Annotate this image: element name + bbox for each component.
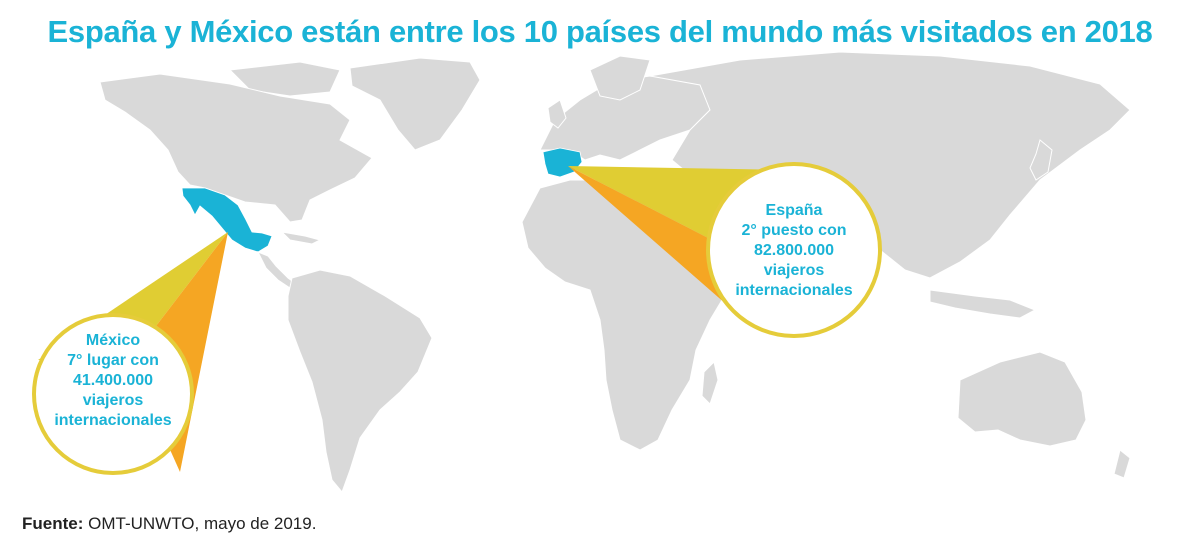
landmass-south-america bbox=[287, 269, 433, 493]
source-text: OMT-UNWTO, mayo de 2019. bbox=[83, 514, 317, 533]
spain-rank-label: 2° puesto con bbox=[741, 222, 847, 239]
landmass-asia bbox=[649, 51, 1131, 279]
mexico-unit-line2: internacionales bbox=[54, 412, 172, 429]
landmass-north-america bbox=[99, 73, 373, 223]
mexico-unit-line1: viajeros bbox=[82, 392, 144, 409]
spain-callout-circle bbox=[706, 162, 882, 338]
spain-callout-cone-dark bbox=[568, 166, 742, 318]
landmass-japan bbox=[1029, 139, 1053, 181]
landmass-madagascar bbox=[701, 361, 719, 405]
spain-country-label: España bbox=[765, 202, 823, 219]
landmass-new-zealand bbox=[1113, 449, 1131, 479]
spain-visitors-value: 82.800.000 bbox=[753, 242, 835, 259]
landmass-scandinavia bbox=[589, 55, 651, 101]
spain-unit-line2: internacionales bbox=[735, 282, 853, 299]
landmass-central-america bbox=[256, 251, 297, 289]
landmass-caribbean bbox=[280, 231, 322, 245]
landmass-greenland bbox=[349, 57, 481, 151]
mexico-rank-label: 7° lugar con bbox=[67, 352, 159, 369]
mexico-country-label: México bbox=[85, 332, 141, 349]
mexico-visitors-value: 41.400.000 bbox=[72, 372, 154, 389]
landmass-southeast-asia-islands bbox=[929, 289, 1037, 319]
country-spain bbox=[542, 147, 583, 178]
mexico-callout-text: México 7° lugar con 41.400.000 viajeros … bbox=[38, 326, 188, 436]
spain-callout-text: España 2° puesto con 82.800.000 viajeros… bbox=[724, 196, 864, 306]
source-note: Fuente: OMT-UNWTO, mayo de 2019. bbox=[22, 514, 316, 534]
spain-unit-line1: viajeros bbox=[763, 262, 825, 279]
landmass-uk bbox=[547, 99, 567, 129]
spain-callout-cone-light bbox=[568, 166, 790, 240]
mexico-callout-circle bbox=[32, 313, 194, 475]
page-title: España y México están entre los 10 paíse… bbox=[47, 14, 1153, 49]
source-label: Fuente: bbox=[22, 514, 84, 533]
landmass-australia bbox=[957, 351, 1087, 447]
